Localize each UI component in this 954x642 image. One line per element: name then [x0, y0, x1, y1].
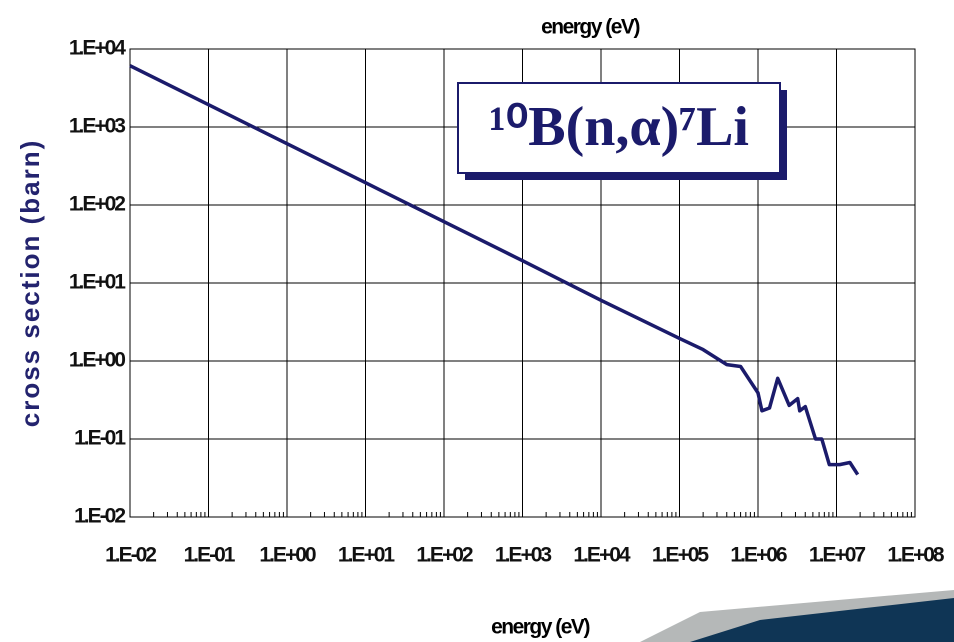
chart-title: energy (eV) [541, 16, 639, 39]
decor-blue [690, 598, 954, 642]
x-tick-label: 1.E-01 [184, 544, 236, 567]
y-tick-label: 1.E+03 [69, 115, 125, 138]
annotation-box [457, 82, 781, 174]
x-tick-label: 1.E+00 [259, 544, 315, 567]
x-tick-label: 1.E+07 [809, 544, 865, 567]
x-tick-label: 1.E+03 [495, 544, 551, 567]
y-tick-label: 1.E+00 [69, 349, 125, 372]
x-tick-label: 1.E-02 [105, 544, 156, 567]
y-tick-label: 1.E+01 [69, 271, 126, 294]
x-tick-label: 1.E+06 [730, 544, 786, 567]
y-axis-label: cross section (barn) [15, 139, 45, 428]
x-tick-label: 1.E+05 [652, 544, 709, 567]
x-axis-label: energy (eV) [491, 616, 589, 639]
x-tick-label: 1.E+04 [573, 544, 630, 567]
data-line [129, 64, 860, 476]
x-tick-label: 1.E+08 [887, 544, 944, 567]
annotation: ¹⁰B(n,α)⁷Li [489, 96, 749, 158]
y-tick-label: 1.E+04 [69, 37, 126, 60]
y-tick-label: 1.E+02 [69, 193, 125, 216]
y-tick-label: 1.E-02 [74, 505, 125, 528]
x-tick-label: 1.E+02 [416, 544, 472, 567]
y-tick-label: 1.E-01 [74, 427, 126, 450]
x-tick-label: 1.E+01 [338, 544, 395, 567]
